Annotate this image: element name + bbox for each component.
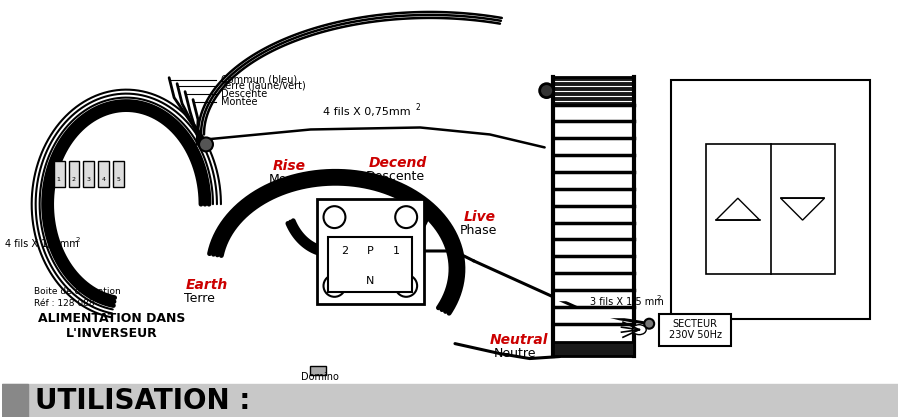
Bar bbox=[310, 365, 326, 375]
Bar bbox=[554, 173, 634, 182]
Ellipse shape bbox=[633, 325, 646, 335]
Text: 3 fils X 1,5 mm: 3 fils X 1,5 mm bbox=[590, 297, 664, 307]
Bar bbox=[2, 385, 898, 417]
Text: Montée: Montée bbox=[269, 173, 315, 186]
Bar bbox=[554, 308, 634, 317]
Text: Rise: Rise bbox=[273, 159, 306, 173]
Text: UTILISATION :: UTILISATION : bbox=[35, 388, 250, 415]
Bar bbox=[554, 224, 634, 233]
Bar bbox=[317, 199, 424, 304]
Bar bbox=[659, 314, 731, 346]
Bar bbox=[554, 156, 634, 166]
Text: Domino: Domino bbox=[301, 372, 338, 383]
Text: 2: 2 bbox=[71, 177, 76, 182]
Text: 4 fils X 1,5 mm: 4 fils X 1,5 mm bbox=[4, 239, 78, 249]
Bar bbox=[554, 274, 634, 284]
Bar bbox=[554, 241, 634, 250]
Text: 2: 2 bbox=[415, 103, 420, 111]
Bar bbox=[553, 341, 634, 356]
Text: Descente: Descente bbox=[365, 170, 425, 183]
Circle shape bbox=[540, 84, 554, 98]
Circle shape bbox=[395, 275, 417, 297]
Circle shape bbox=[323, 206, 346, 228]
Text: P: P bbox=[367, 246, 374, 256]
Text: ALIMENTATION DANS
L'INVERSEUR: ALIMENTATION DANS L'INVERSEUR bbox=[38, 312, 185, 340]
Text: Live: Live bbox=[464, 210, 496, 224]
Text: 4: 4 bbox=[102, 177, 105, 182]
Bar bbox=[98, 161, 110, 187]
Bar bbox=[84, 161, 94, 187]
Bar bbox=[2, 385, 28, 417]
Bar bbox=[554, 190, 634, 199]
Bar bbox=[554, 122, 634, 132]
Bar bbox=[554, 291, 634, 300]
Circle shape bbox=[199, 137, 213, 151]
Text: Montée: Montée bbox=[220, 97, 257, 106]
Text: 2: 2 bbox=[76, 237, 80, 243]
Text: Réf : 128 088: Réf : 128 088 bbox=[33, 299, 94, 308]
Bar bbox=[554, 207, 634, 216]
Bar bbox=[554, 106, 634, 115]
Circle shape bbox=[395, 206, 417, 228]
Bar bbox=[671, 80, 870, 319]
Text: Boite de dérivation: Boite de dérivation bbox=[33, 287, 121, 296]
Text: Commun (bleu): Commun (bleu) bbox=[220, 75, 297, 85]
Text: Terre: Terre bbox=[184, 292, 215, 305]
Text: 1: 1 bbox=[392, 246, 400, 256]
Text: Neutre: Neutre bbox=[494, 347, 536, 360]
Text: SECTEUR
230V 50Hz: SECTEUR 230V 50Hz bbox=[669, 319, 722, 341]
Text: Terre (jaune/vert): Terre (jaune/vert) bbox=[220, 80, 306, 91]
Text: Decend: Decend bbox=[368, 156, 427, 171]
Text: Descente: Descente bbox=[220, 89, 267, 98]
Text: 5: 5 bbox=[116, 177, 121, 182]
Text: Earth: Earth bbox=[186, 278, 229, 292]
Bar bbox=[706, 145, 835, 274]
Bar bbox=[328, 237, 412, 292]
Text: Phase: Phase bbox=[460, 224, 498, 237]
Text: 2: 2 bbox=[341, 246, 348, 256]
Circle shape bbox=[323, 275, 346, 297]
Bar bbox=[54, 161, 65, 187]
Text: 2: 2 bbox=[656, 295, 661, 301]
Bar bbox=[553, 77, 634, 105]
Bar bbox=[554, 325, 634, 334]
Bar bbox=[68, 161, 79, 187]
Bar bbox=[113, 161, 124, 187]
Text: 4 fils X 0,75mm: 4 fils X 0,75mm bbox=[322, 106, 410, 116]
Text: 3: 3 bbox=[86, 177, 91, 182]
Text: N: N bbox=[366, 276, 374, 286]
Text: Neutral: Neutral bbox=[490, 333, 548, 347]
Circle shape bbox=[644, 319, 654, 328]
Text: 1: 1 bbox=[57, 177, 60, 182]
Bar bbox=[554, 139, 634, 149]
Bar bbox=[554, 257, 634, 266]
